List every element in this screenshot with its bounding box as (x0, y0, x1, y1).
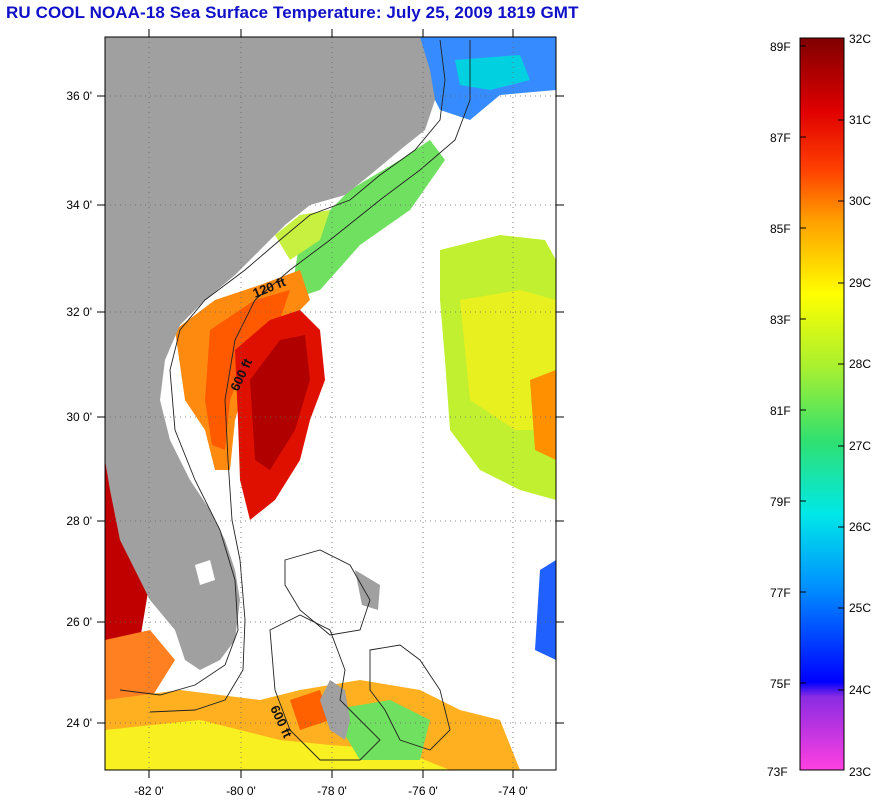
colorbar-f-label: 85F (770, 222, 791, 236)
lon-tick-label: -80 0' (226, 784, 256, 798)
lon-tick-label: -76 0' (408, 784, 438, 798)
bathymetry-contours (119, 39, 471, 761)
colorbar-f-label: 79F (770, 495, 791, 509)
colorbar-ticks (800, 45, 844, 691)
colorbar: 89F 87F 85F 83F 81F 79F 77F 75F 73F 32C … (767, 32, 871, 779)
plot-frame (104, 36, 557, 771)
colorbar-gradient (799, 37, 845, 771)
colorbar-f-label: 73F (767, 765, 788, 779)
colorbar-f-label: 77F (770, 586, 791, 600)
lat-tick-label: 36 0' (66, 89, 92, 103)
lat-tick-label: 30 0' (66, 410, 92, 424)
lon-tick-label: -74 0' (498, 784, 528, 798)
axis-tick-marks (97, 29, 564, 778)
lat-tick-label: 34 0' (66, 198, 92, 212)
colorbar-c-label: 30C (849, 194, 871, 208)
colorbar-c-label: 32C (849, 32, 871, 46)
lat-tick-label: 24 0' (66, 716, 92, 730)
colorbar-f-label: 87F (770, 131, 791, 145)
colorbar-c-label: 25C (849, 601, 871, 615)
colorbar-f-label: 89F (770, 40, 791, 54)
colorbar-f-label: 83F (770, 313, 791, 327)
graticule (105, 37, 556, 770)
colorbar-c-label: 26C (849, 520, 871, 534)
lat-tick-label: 28 0' (66, 514, 92, 528)
lat-tick-label: 26 0' (66, 615, 92, 629)
map-title: RU COOL NOAA-18 Sea Surface Temperature:… (6, 3, 579, 22)
colorbar-c-label: 23C (849, 765, 871, 779)
colorbar-c-label: 24C (849, 683, 871, 697)
colorbar-f-label: 81F (770, 404, 791, 418)
colorbar-c-label: 31C (849, 113, 871, 127)
lon-tick-label: -78 0' (317, 784, 347, 798)
colorbar-c-label: 28C (849, 357, 871, 371)
lon-tick-label: -82 0' (134, 784, 164, 798)
land-mass (105, 37, 435, 740)
colorbar-c-label: 27C (849, 439, 871, 453)
colorbar-c-label: 29C (849, 276, 871, 290)
sst-data-layer (105, 37, 556, 770)
lat-tick-label: 32 0' (66, 305, 92, 319)
colorbar-f-label: 75F (770, 677, 791, 691)
